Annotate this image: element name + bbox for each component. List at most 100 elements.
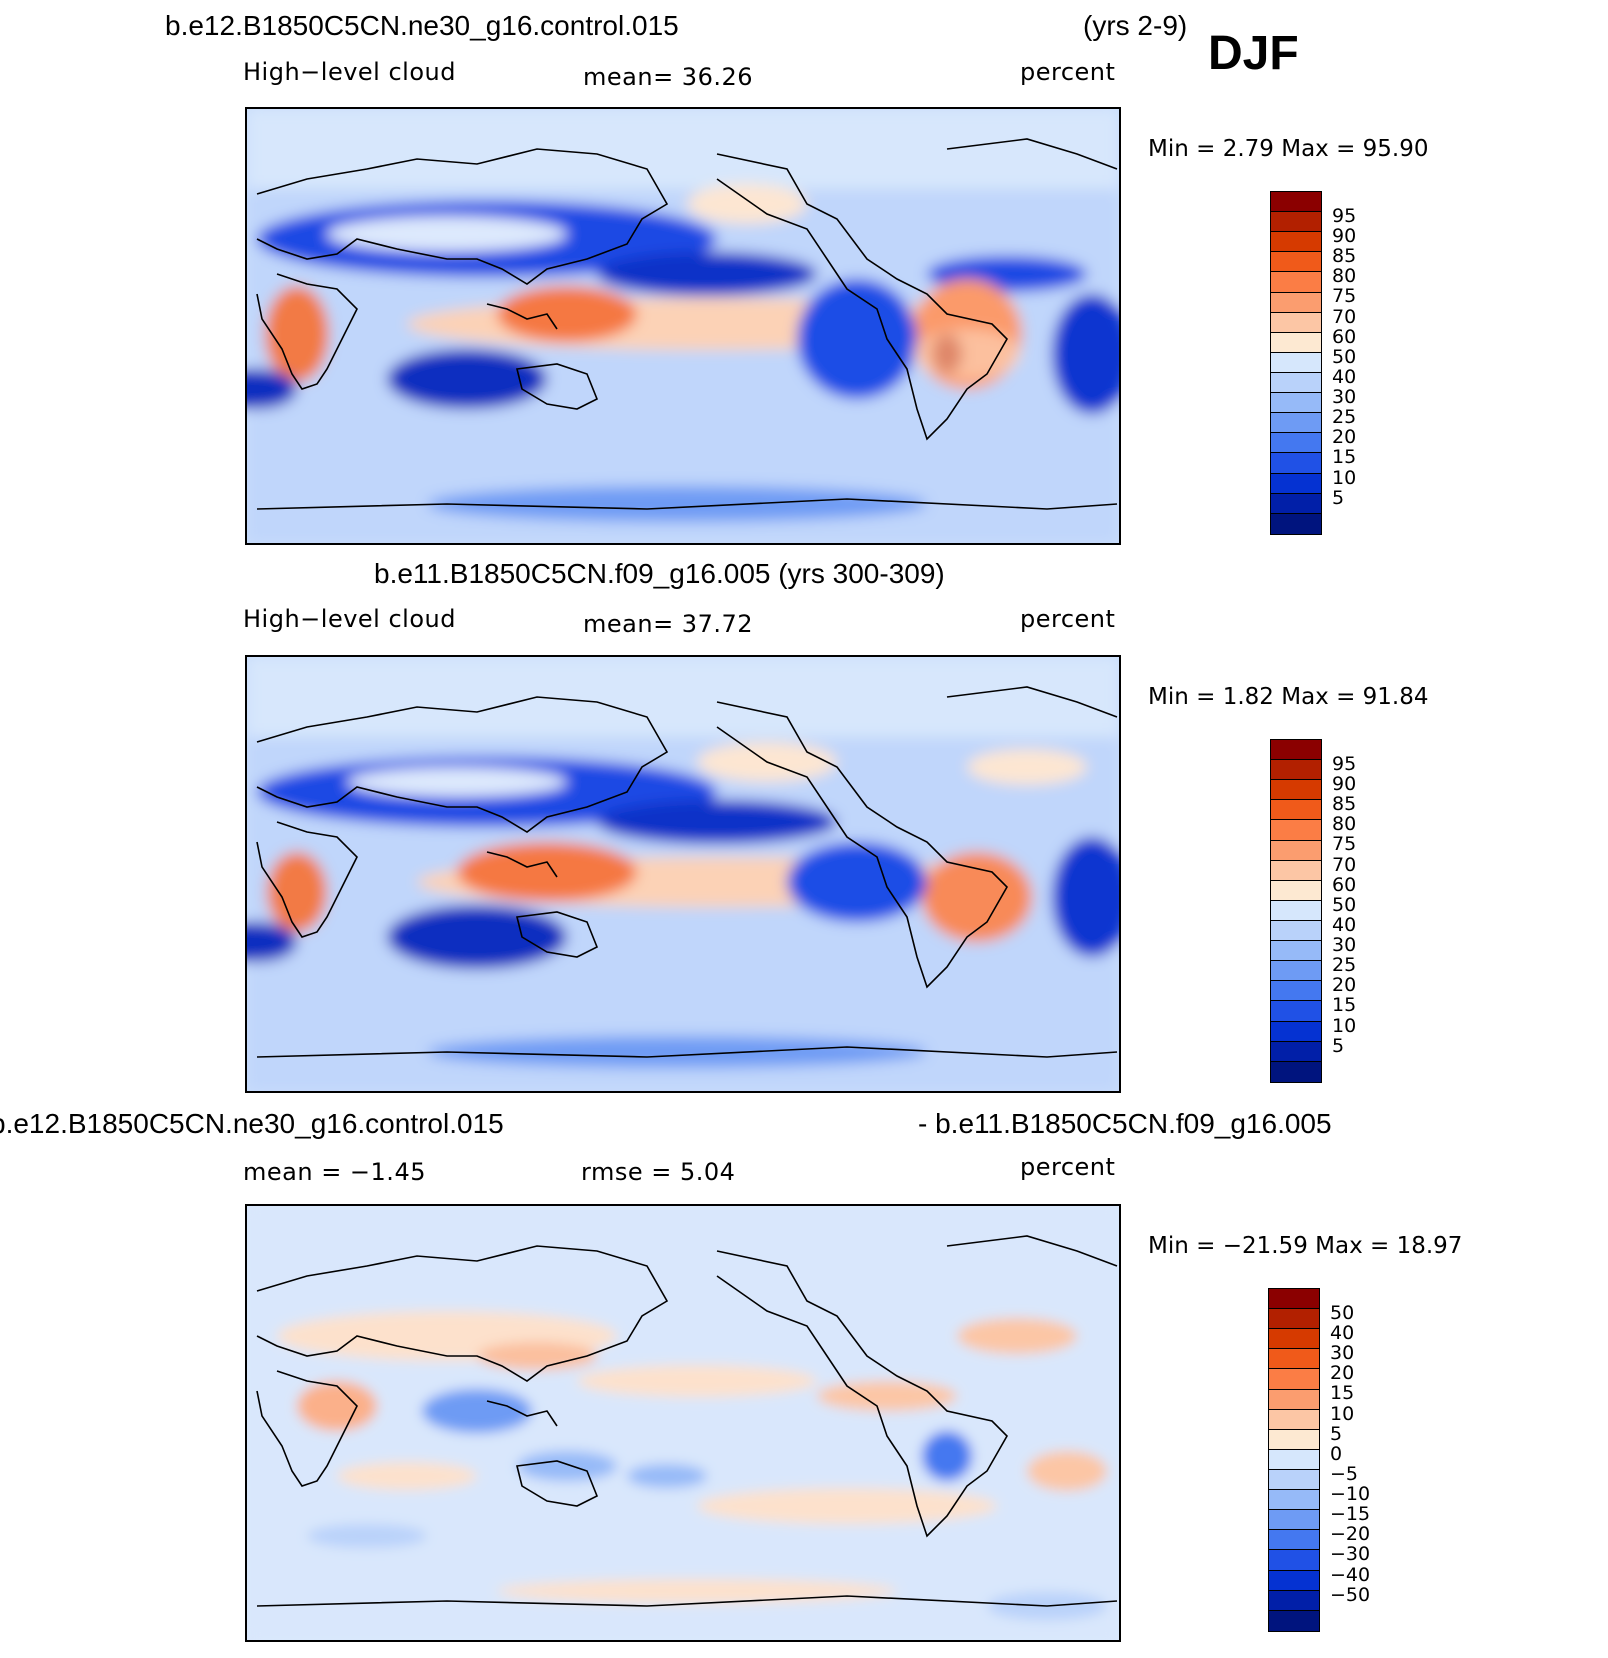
colorbar-label: 10	[1332, 466, 1357, 489]
panel3-title-right: - b.e11.B1850C5CN.f09_g16.005	[918, 1108, 1332, 1139]
colorbar-swatch	[1271, 1041, 1321, 1062]
colorbar-swatch	[1269, 1550, 1319, 1571]
panel3-mean: mean = −1.45	[243, 1158, 426, 1186]
panel3-contour-plot	[247, 1206, 1119, 1640]
colorbar-swatch	[1271, 332, 1321, 353]
colorbar-swatch	[1271, 1001, 1321, 1022]
colorbar-label: 30	[1332, 386, 1357, 409]
colorbar-label: 75	[1332, 833, 1357, 856]
colorbar-swatch	[1269, 1389, 1319, 1410]
colorbar-swatch	[1271, 1061, 1321, 1082]
colorbar-label: 5	[1330, 1422, 1343, 1445]
panel1-map	[245, 107, 1121, 545]
colorbar-label: −30	[1330, 1543, 1371, 1566]
panel1-units: percent	[1020, 58, 1116, 86]
colorbar-swatch	[1271, 840, 1321, 861]
colorbar-label: 85	[1332, 793, 1357, 816]
colorbar-swatch	[1271, 513, 1321, 534]
colorbar-swatch	[1269, 1309, 1319, 1330]
colorbar-swatch	[1271, 800, 1321, 821]
colorbar-label: 60	[1332, 873, 1357, 896]
colorbar-swatch	[1269, 1449, 1319, 1470]
colorbar-label: 95	[1332, 753, 1357, 775]
colorbar-swatch	[1271, 981, 1321, 1002]
colorbar-label: −20	[1330, 1523, 1371, 1546]
colorbar-label: −5	[1330, 1462, 1359, 1485]
colorbar-label: 75	[1332, 285, 1357, 308]
panel2-title: b.e11.B1850C5CN.f09_g16.005 (yrs 300-309…	[374, 558, 945, 589]
colorbar-label: 50	[1332, 893, 1357, 916]
colorbar-swatch	[1271, 860, 1321, 881]
colorbar-label: 5	[1332, 1034, 1345, 1057]
colorbar-label: 10	[1330, 1402, 1355, 1425]
colorbar-label: 5	[1332, 486, 1345, 509]
colorbar-label: 10	[1332, 1014, 1357, 1037]
colorbar-swatch	[1271, 900, 1321, 921]
case-years: (yrs 2-9)	[1083, 10, 1188, 41]
colorbar-label: 40	[1332, 365, 1357, 388]
colorbar-swatch	[1269, 1329, 1319, 1350]
panel2-units: percent	[1020, 605, 1116, 633]
panel2-contour-plot	[247, 657, 1119, 1091]
colorbar-label: −10	[1330, 1483, 1371, 1506]
colorbar-label: 50	[1332, 345, 1357, 368]
colorbar-label: 25	[1332, 954, 1357, 977]
colorbar-swatch	[1271, 212, 1321, 233]
panel2-map	[245, 655, 1121, 1093]
panel1-variable: High−level cloud	[243, 58, 456, 86]
colorbar-swatch	[1271, 433, 1321, 454]
colorbar-swatch	[1269, 1490, 1319, 1511]
colorbar-label: 15	[1330, 1382, 1355, 1405]
colorbar-swatch	[1271, 740, 1321, 761]
colorbar-swatch	[1269, 1349, 1319, 1370]
colorbar-swatch	[1269, 1530, 1319, 1551]
colorbar-swatch	[1271, 880, 1321, 901]
colorbar-label: 40	[1330, 1322, 1355, 1345]
colorbar-swatch	[1269, 1429, 1319, 1450]
panel1-contour-plot	[247, 109, 1119, 543]
colorbar-swatch	[1271, 961, 1321, 982]
colorbar-label: −15	[1330, 1503, 1371, 1526]
colorbar-label: 60	[1332, 325, 1357, 348]
panel1-minmax: Min = 2.79 Max = 95.90	[1148, 136, 1429, 162]
panel3-title-left: b.e12.B1850C5CN.ne30_g16.control.015	[0, 1108, 504, 1139]
colorbar-swatch	[1271, 192, 1321, 213]
colorbar-swatch	[1271, 393, 1321, 414]
colorbar-swatch	[1271, 941, 1321, 962]
panel3-minmax: Min = −21.59 Max = 18.97	[1148, 1233, 1463, 1259]
colorbar-swatch	[1269, 1289, 1319, 1310]
panel3-colorbar	[1268, 1288, 1320, 1632]
colorbar-swatch	[1271, 413, 1321, 434]
colorbar-label: 20	[1330, 1362, 1355, 1385]
colorbar-swatch	[1269, 1369, 1319, 1390]
colorbar-swatch	[1269, 1469, 1319, 1491]
colorbar-label: 50	[1330, 1302, 1355, 1324]
panel3-units: percent	[1020, 1153, 1116, 1181]
colorbar-label: 20	[1332, 426, 1357, 449]
colorbar-label: 85	[1332, 245, 1357, 268]
colorbar-label: 20	[1332, 974, 1357, 997]
colorbar-label: 70	[1332, 853, 1357, 876]
colorbar-swatch	[1271, 252, 1321, 273]
colorbar-swatch	[1271, 473, 1321, 494]
colorbar-label: 80	[1332, 265, 1357, 288]
colorbar-label: 80	[1332, 813, 1357, 836]
colorbar-label: 0	[1330, 1442, 1343, 1465]
colorbar-swatch	[1271, 493, 1321, 514]
colorbar-swatch	[1271, 780, 1321, 801]
colorbar-label: 95	[1332, 205, 1357, 227]
colorbar-swatch	[1271, 352, 1321, 373]
colorbar-swatch	[1271, 272, 1321, 293]
colorbar-swatch	[1269, 1570, 1319, 1591]
colorbar-label: 90	[1332, 225, 1357, 248]
colorbar-label: 90	[1332, 773, 1357, 796]
colorbar-swatch	[1271, 760, 1321, 781]
colorbar-swatch	[1271, 232, 1321, 253]
colorbar-swatch	[1271, 920, 1321, 942]
colorbar-swatch	[1271, 1021, 1321, 1042]
colorbar-swatch	[1269, 1409, 1319, 1430]
colorbar-label: 25	[1332, 406, 1357, 429]
colorbar-swatch	[1269, 1510, 1319, 1531]
colorbar-label: 40	[1332, 913, 1357, 936]
panel1-colorbar	[1270, 191, 1322, 535]
